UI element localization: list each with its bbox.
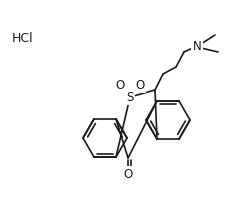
Text: HCl: HCl (12, 31, 34, 45)
Text: N: N (193, 39, 201, 52)
Text: O: O (135, 78, 145, 91)
Text: O: O (123, 168, 133, 181)
Text: S: S (126, 90, 134, 104)
Text: O: O (115, 78, 125, 91)
